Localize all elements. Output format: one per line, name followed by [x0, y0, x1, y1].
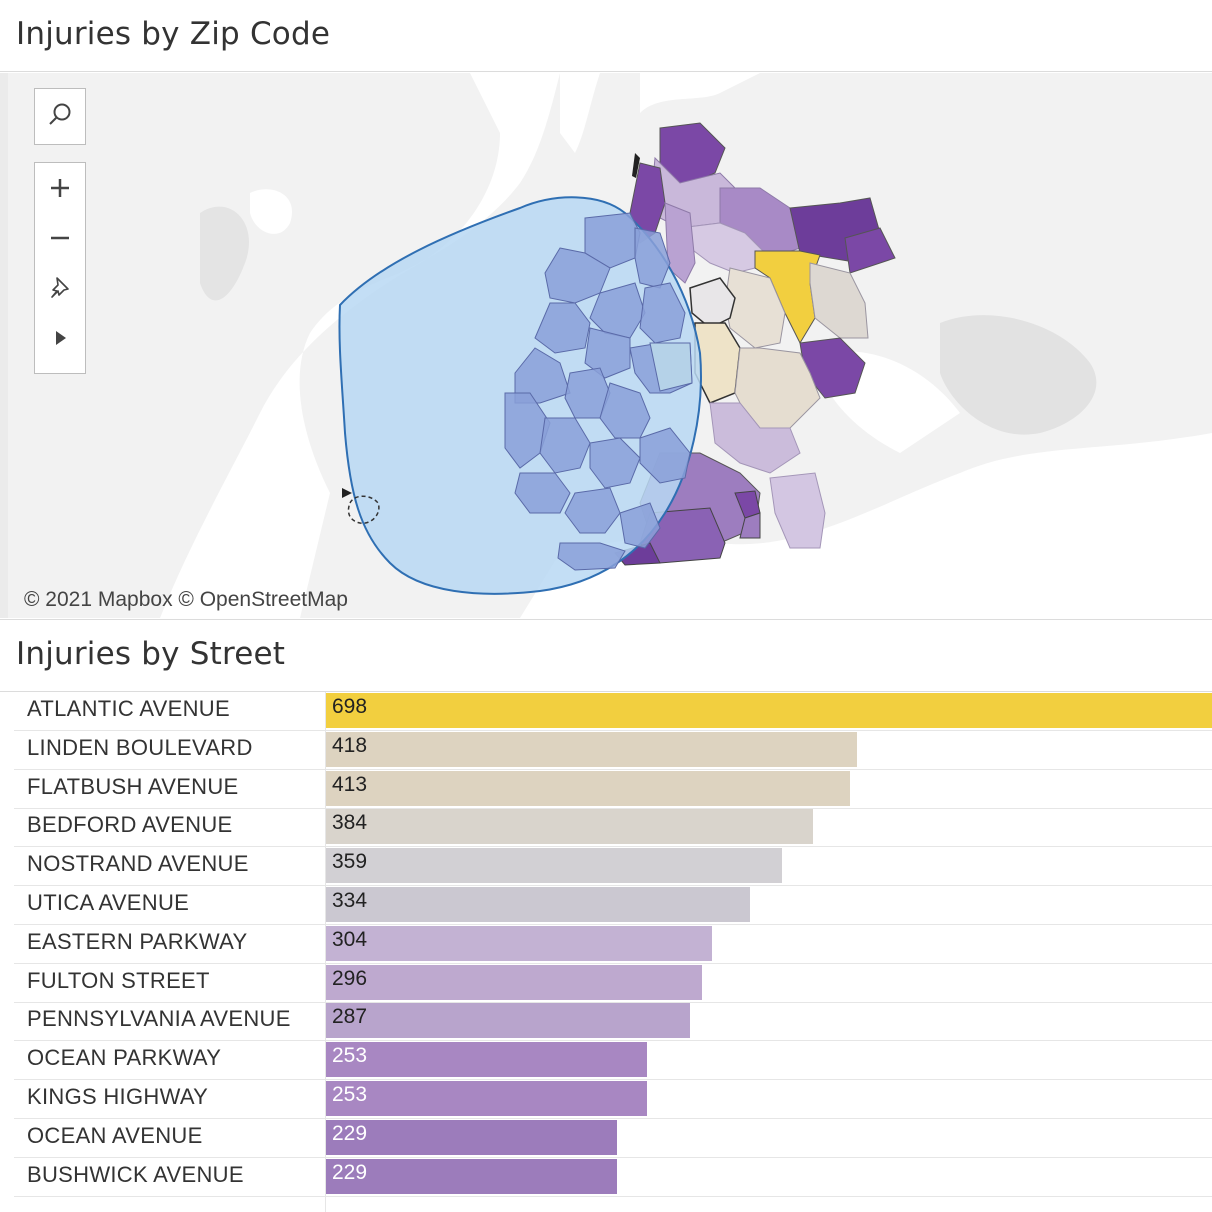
street-label: OCEAN PARKWAY	[27, 1045, 222, 1071]
bar[interactable]	[326, 964, 702, 1000]
bar-value-label: 304	[332, 927, 368, 951]
row-divider	[14, 846, 1212, 848]
divider	[0, 691, 1212, 692]
street-label: LINDEN BOULEVARD	[27, 734, 253, 760]
row-divider	[14, 1118, 1212, 1119]
row-divider	[14, 1156, 1212, 1158]
bar-value-label: 698	[332, 695, 368, 718]
search-icon	[49, 103, 71, 125]
row-divider	[14, 885, 1212, 887]
bar[interactable]	[326, 1042, 648, 1078]
bar-value-label: 384	[332, 811, 368, 835]
bar[interactable]	[326, 1003, 691, 1039]
row-divider	[14, 1079, 1212, 1081]
row-divider	[14, 807, 1212, 809]
street-label: ATLANTIC AVENUE	[27, 696, 230, 721]
street-label: BEDFORD AVENUE	[27, 812, 233, 838]
scroll-strip	[0, 73, 8, 618]
bar-value-label: 287	[332, 1005, 368, 1029]
bar-row[interactable]: OCEAN PARKWAY 253	[0, 1041, 1212, 1081]
map-menu-button[interactable]	[35, 313, 85, 363]
bar[interactable]	[326, 925, 712, 961]
divider	[0, 71, 1212, 72]
zoom-out-button[interactable]	[35, 213, 85, 263]
bar-row[interactable]: BEDFORD AVENUE 384	[0, 808, 1212, 848]
bar-value-label: 359	[332, 850, 368, 874]
bar-value-label: 253	[332, 1083, 368, 1106]
street-label: KINGS HIGHWAY	[27, 1084, 209, 1109]
bar-row[interactable]: NOSTRAND AVENUE 359	[0, 847, 1212, 887]
map-canvas[interactable]	[0, 73, 1212, 618]
map-panel-title: Injuries by Zip Code	[16, 16, 331, 52]
row-divider	[14, 924, 1212, 925]
axis-line	[325, 692, 326, 1212]
bar-row[interactable]: ATLANTIC AVENUE 698	[0, 692, 1212, 731]
map-attribution: © 2021 Mapbox © OpenStreetMap	[24, 588, 348, 611]
bar-value-label: 413	[332, 772, 368, 796]
bar[interactable]	[326, 770, 851, 806]
street-label: OCEAN AVENUE	[27, 1122, 203, 1148]
street-label: BUSHWICK AVENUE	[27, 1161, 244, 1187]
zoom-in-button[interactable]	[35, 163, 85, 213]
street-label: UTICA AVENUE	[27, 890, 190, 915]
bar[interactable]	[326, 887, 750, 922]
bar[interactable]	[326, 1081, 648, 1116]
zoom-out-icon	[51, 236, 69, 240]
bar[interactable]	[326, 1119, 617, 1155]
row-divider	[14, 1040, 1212, 1042]
street-bar-chart: ATLANTIC AVENUE 698 LINDEN BOULEVARD 418 FLA…	[0, 692, 1212, 1212]
street-label: EASTERN PARKWAY	[27, 928, 248, 954]
bar-value-label: 229	[332, 1121, 368, 1145]
bar-row[interactable]: BUSHWICK AVENUE 229	[0, 1158, 1212, 1197]
bar[interactable]	[326, 731, 857, 767]
search-button[interactable]	[35, 89, 85, 139]
divider	[0, 619, 1212, 620]
bar-row[interactable]: PENNSYLVANIA AVENUE 287	[0, 1002, 1212, 1042]
row-divider	[14, 962, 1212, 964]
bar-row[interactable]: FLATBUSH AVENUE 413	[0, 770, 1212, 809]
bar[interactable]	[326, 809, 814, 845]
bar-value-label: 253	[332, 1044, 368, 1068]
bar-value-label: 334	[332, 889, 368, 912]
bar-value-label: 296	[332, 966, 368, 990]
street-label: FLATBUSH AVENUE	[27, 773, 239, 799]
street-label: NOSTRAND AVENUE	[27, 851, 249, 877]
map-search-control[interactable]	[34, 88, 86, 145]
bar-panel-title: Injuries by Street	[16, 636, 286, 672]
row-divider	[14, 1195, 1212, 1197]
bar[interactable]	[326, 1158, 617, 1194]
street-label: FULTON STREET	[27, 967, 210, 993]
bar-row[interactable]: OCEAN AVENUE 229	[0, 1119, 1212, 1158]
pin-map-button[interactable]	[35, 263, 85, 313]
zip-code-map[interactable]	[0, 73, 1212, 618]
row-divider	[14, 768, 1212, 770]
bar[interactable]	[326, 848, 782, 884]
street-label: PENNSYLVANIA AVENUE	[27, 1006, 291, 1032]
play-icon	[56, 331, 66, 345]
row-divider	[14, 1001, 1212, 1003]
bar-row[interactable]: UTICA AVENUE 334	[0, 886, 1212, 925]
map-zoom-controls	[34, 162, 86, 374]
bar-row[interactable]: KINGS HIGHWAY 253	[0, 1080, 1212, 1119]
bar-row[interactable]: EASTERN PARKWAY 304	[0, 925, 1212, 964]
pin-icon	[51, 277, 69, 298]
bar-value-label: 229	[332, 1160, 368, 1184]
zoom-in-icon	[51, 179, 69, 197]
bar-row[interactable]: FULTON STREET 296	[0, 964, 1212, 1003]
row-divider	[14, 730, 1212, 731]
bar[interactable]	[326, 693, 1212, 728]
bar-row[interactable]: LINDEN BOULEVARD 418	[0, 731, 1212, 770]
bar-value-label: 418	[332, 733, 368, 757]
